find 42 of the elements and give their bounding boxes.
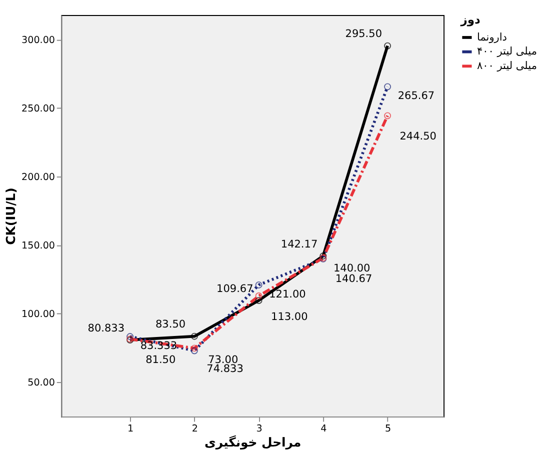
legend-label: ۸۰۰ میلی لیتر xyxy=(477,60,537,72)
legend-label: دارونما xyxy=(477,31,508,44)
point xyxy=(384,42,392,50)
data-label: 142.17 xyxy=(280,238,318,250)
y-tick-label: 200.00 xyxy=(22,172,55,184)
point xyxy=(384,83,392,90)
data-label: 140.00 xyxy=(333,262,370,274)
point xyxy=(255,281,262,288)
y-tick-label: 150.00 xyxy=(22,240,55,252)
point xyxy=(255,292,262,300)
x-axis-title: مراحل خونگیری xyxy=(204,434,302,451)
data-label: 265.67 xyxy=(398,90,435,102)
y-tick-label: 100.00 xyxy=(22,309,55,320)
data-label: 121.00 xyxy=(269,288,306,300)
data-label: 295.50 xyxy=(345,28,382,40)
point xyxy=(255,296,262,304)
x-tick-label: 1 xyxy=(127,423,134,434)
x-tick-label: 2 xyxy=(192,423,198,434)
legend-label: ۴۰۰ میلی لیتر xyxy=(477,46,537,58)
data-label: 83.333 xyxy=(140,340,178,352)
legend-title: دوز xyxy=(460,12,480,27)
data-label: 140.67 xyxy=(335,272,372,285)
y-axis-title: CK(IU/L) xyxy=(2,188,18,245)
point xyxy=(126,333,134,340)
point xyxy=(320,252,327,260)
data-label: 80.833 xyxy=(88,322,125,334)
data-label: 74.833 xyxy=(206,363,244,376)
data-label: 83.50 xyxy=(155,318,186,331)
x-tick-label: 3 xyxy=(256,423,262,434)
data-label: 109.67 xyxy=(216,282,254,295)
point xyxy=(384,112,392,120)
data-label: 113.00 xyxy=(271,310,308,323)
data-label: 244.50 xyxy=(400,130,437,143)
y-tick-label: 50.00 xyxy=(28,378,55,389)
point xyxy=(190,347,198,354)
point xyxy=(190,344,198,352)
data-label: 81.50 xyxy=(146,354,176,366)
x-tick-label: 5 xyxy=(384,423,392,434)
point xyxy=(190,332,198,340)
x-tick-label: 4 xyxy=(320,423,327,434)
y-tick-label: 300.00 xyxy=(22,35,55,46)
y-tick-label: 250.00 xyxy=(22,104,55,115)
